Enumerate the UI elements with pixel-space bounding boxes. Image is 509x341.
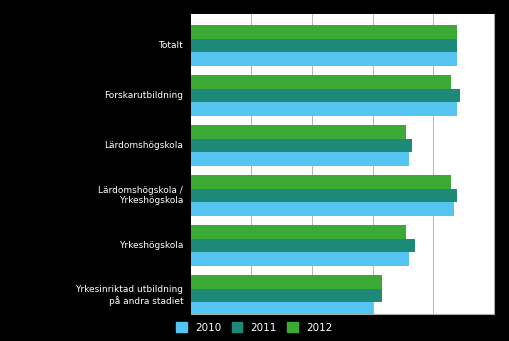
Bar: [191, 302, 373, 316]
Text: Forskarutbildning: Forskarutbildning: [104, 91, 183, 100]
Text: Yrkeshögskola: Yrkeshögskola: [119, 241, 183, 250]
Bar: [191, 53, 458, 66]
Bar: [191, 239, 415, 252]
Bar: [191, 152, 409, 166]
Bar: [191, 89, 461, 102]
Bar: [191, 275, 382, 289]
Bar: [191, 175, 451, 189]
Bar: [191, 25, 458, 39]
Bar: [191, 203, 455, 216]
Text: Lärdomshögskola /
Yrkeshögskola: Lärdomshögskola / Yrkeshögskola: [98, 186, 183, 205]
Legend: 2010, 2011, 2012: 2010, 2011, 2012: [174, 319, 335, 336]
Bar: [191, 75, 451, 89]
Bar: [191, 125, 406, 139]
Bar: [191, 139, 412, 152]
Bar: [191, 225, 406, 239]
Bar: [191, 289, 382, 302]
Text: Lärdomshögskola: Lärdomshögskola: [104, 141, 183, 150]
Bar: [191, 189, 458, 203]
Text: Totalt: Totalt: [158, 41, 183, 50]
Bar: [191, 39, 458, 53]
Text: Yrkesinriktad utbildning
på andra stadiet: Yrkesinriktad utbildning på andra stadie…: [75, 285, 183, 306]
Bar: [191, 102, 458, 116]
Bar: [191, 252, 409, 266]
